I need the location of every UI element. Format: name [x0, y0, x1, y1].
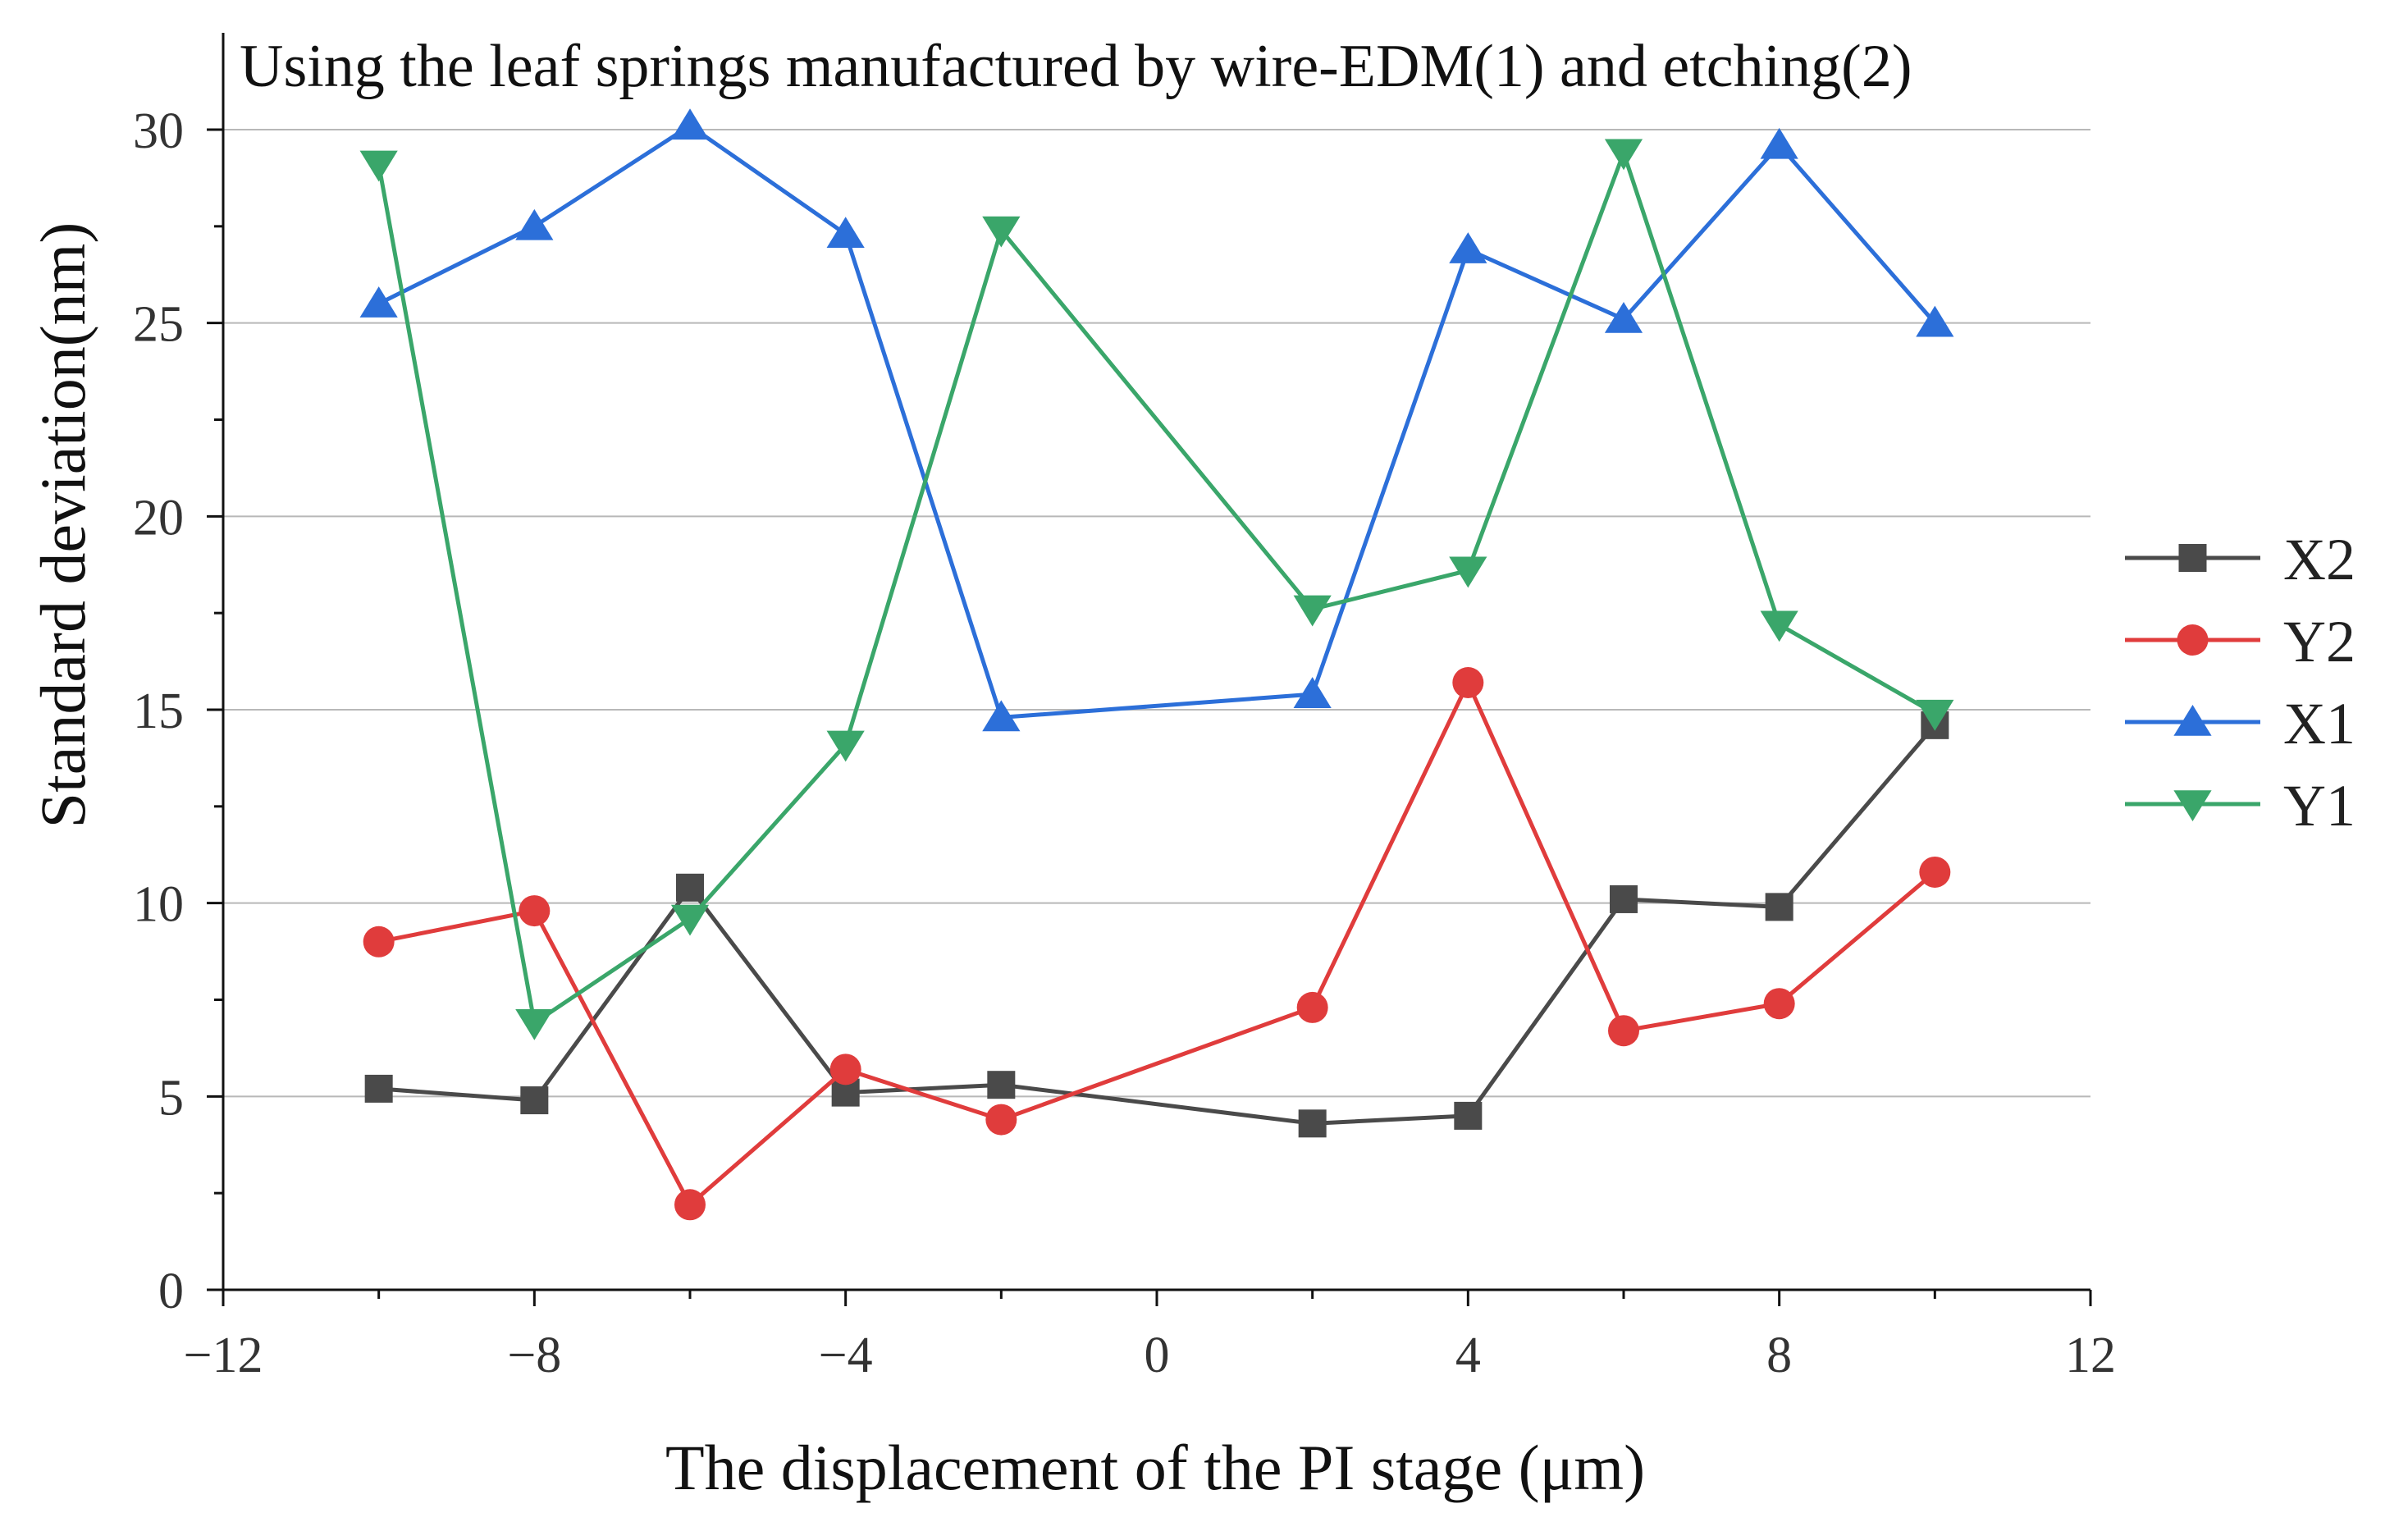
data-point-y2 — [519, 895, 551, 927]
y-tick-label: 20 — [133, 490, 184, 546]
data-point-y2 — [985, 1104, 1017, 1136]
data-point-y2 — [1919, 856, 1951, 888]
y-tick-label: 15 — [133, 683, 184, 739]
data-point-x1 — [1916, 305, 1954, 337]
data-point-x1 — [1760, 127, 1798, 159]
x-axis-label: The displacement of the PI stage (μm) — [665, 1432, 1645, 1503]
x-tick-label: 4 — [1455, 1328, 1481, 1383]
data-point-y2 — [1296, 991, 1328, 1023]
y-tick-label: 5 — [158, 1070, 184, 1126]
legend-marker-x1 — [2173, 705, 2212, 736]
grid-lines — [223, 129, 2090, 1098]
legend-marker-x2 — [2178, 544, 2207, 572]
legend-marker-y2 — [2177, 624, 2209, 656]
chart-title: Using the leaf springs manufactured by w… — [240, 33, 1912, 100]
data-point-x1 — [1604, 301, 1643, 333]
legend-label-x1: X1 — [2283, 691, 2355, 756]
data-point-x1 — [826, 217, 865, 249]
x-tick-label: 8 — [1766, 1328, 1792, 1383]
data-point-x2 — [1610, 884, 1638, 913]
series-line-y2 — [378, 680, 1936, 1207]
y-tick-label: 10 — [133, 877, 184, 933]
data-point-y2 — [363, 926, 395, 958]
series-layer — [359, 108, 1954, 1221]
legend-label-y2: Y2 — [2283, 609, 2355, 674]
data-point-y1 — [1760, 610, 1798, 642]
y-axis-label: Standard deviation(nm) — [27, 222, 98, 829]
data-point-y2 — [829, 1054, 861, 1086]
data-point-x2 — [1765, 893, 1793, 921]
data-point-x1 — [1293, 677, 1332, 708]
legend: X2 Y2 X1 Y1 — [2125, 527, 2355, 839]
axes: 0 5 10 15 20 25 30 −12 −8 −4 0 4 8 12 — [133, 33, 2116, 1383]
legend-label-x2: X2 — [2283, 527, 2355, 592]
data-point-y1 — [1916, 699, 1954, 731]
data-point-x2 — [987, 1071, 1016, 1099]
series-line-y1 — [377, 150, 1936, 1026]
data-point-y1 — [1604, 139, 1643, 171]
legend-label-y1: Y1 — [2283, 773, 2355, 839]
data-point-x2 — [676, 873, 704, 902]
x-tick-label: −8 — [507, 1328, 561, 1383]
data-point-y2 — [674, 1189, 706, 1221]
x-tick-label: −4 — [819, 1328, 873, 1383]
data-point-x1 — [982, 700, 1021, 732]
data-point-y2 — [1452, 667, 1484, 699]
data-point-y1 — [1293, 595, 1332, 627]
data-point-x2 — [364, 1074, 393, 1103]
data-point-x2 — [1298, 1109, 1327, 1138]
data-point-y1 — [670, 904, 710, 936]
y-tick-label: 0 — [158, 1264, 184, 1319]
x-tick-label: 12 — [2065, 1328, 2116, 1383]
x-tick-label: −12 — [184, 1328, 263, 1383]
data-point-x2 — [520, 1086, 549, 1115]
data-point-x1 — [359, 286, 398, 318]
data-point-x1 — [515, 208, 554, 240]
x-tick-label: 0 — [1145, 1328, 1170, 1383]
data-point-x1 — [1449, 232, 1487, 263]
data-point-y1 — [359, 150, 398, 182]
data-point-x1 — [670, 108, 710, 140]
data-point-y1 — [1449, 556, 1487, 588]
data-point-y2 — [1608, 1015, 1639, 1047]
data-point-y1 — [826, 730, 865, 762]
data-point-y1 — [515, 1008, 554, 1040]
y-tick-label: 30 — [133, 103, 184, 159]
series-line-x1 — [377, 123, 1937, 720]
legend-marker-y1 — [2173, 790, 2212, 821]
data-point-x2 — [1454, 1101, 1483, 1130]
series-line-x2 — [378, 724, 1937, 1126]
y-tick-label: 25 — [133, 297, 184, 353]
data-point-y2 — [1763, 988, 1795, 1020]
data-point-y1 — [982, 216, 1021, 248]
